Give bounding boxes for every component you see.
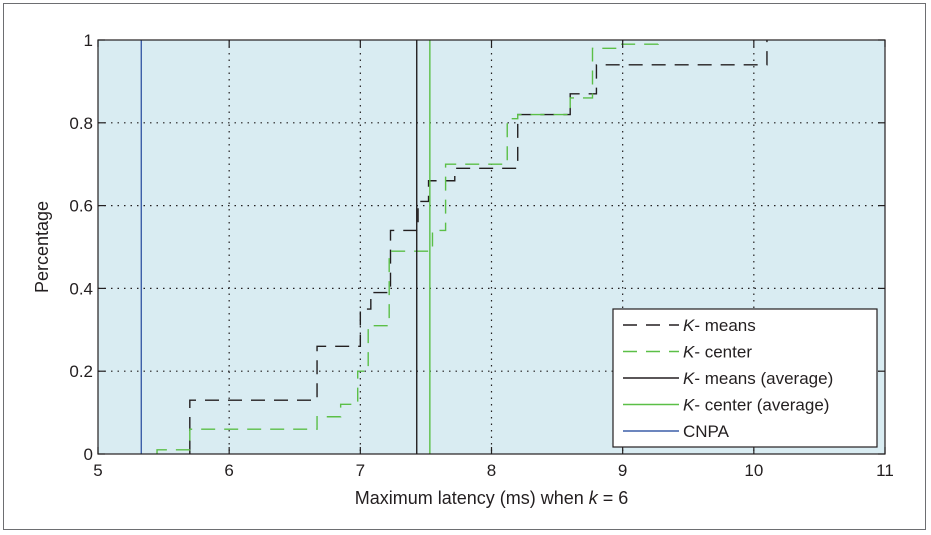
x-tick-label: 10 <box>744 461 763 480</box>
y-tick-label: 0.6 <box>69 197 93 216</box>
legend-label: K- center (average) <box>683 396 829 415</box>
x-tick-label: 8 <box>487 461 496 480</box>
legend-label-italic: K <box>683 369 695 388</box>
legend-label-italic: K <box>683 396 695 415</box>
legend-entry: K- center <box>623 343 752 362</box>
x-tick-label: 7 <box>356 461 365 480</box>
cdf-series-0 <box>189 40 768 454</box>
y-tick-label: 0.4 <box>69 279 93 298</box>
x-axis-label-suffix: = 6 <box>598 488 629 508</box>
legend-label-rest: - center (average) <box>694 396 829 415</box>
x-tick-label: 5 <box>93 461 102 480</box>
y-tick-label: 0.2 <box>69 362 93 381</box>
legend-label: K- center <box>683 343 752 362</box>
legend-label-rest: CNPA <box>683 422 730 441</box>
legend-label-italic: K <box>683 316 695 335</box>
legend-label-rest: - means <box>694 316 755 335</box>
x-axis-label: Maximum latency (ms) when k = 6 <box>355 488 629 508</box>
cdf-series-1 <box>156 40 659 454</box>
x-tick-label: 11 <box>876 461 894 480</box>
series-layer <box>140 40 768 454</box>
x-tick-label: 9 <box>618 461 627 480</box>
x-axis-label-var: k <box>589 488 599 508</box>
y-axis-label: Percentage <box>32 201 52 293</box>
x-axis-label-prefix: Maximum latency (ms) when <box>355 488 589 508</box>
legend-entry: CNPA <box>623 422 730 441</box>
y-tick-labels: 0 0.2 0.4 0.6 0.8 1 <box>69 31 93 464</box>
legend-entry: K- center (average) <box>623 396 829 415</box>
legend-label-rest: - means (average) <box>694 369 833 388</box>
legend-entry: K- means <box>623 316 756 335</box>
legend-entry: K- means (average) <box>623 369 833 388</box>
legend-label: CNPA <box>683 422 730 441</box>
legend-label: K- means <box>683 316 756 335</box>
ticks <box>97 39 886 455</box>
y-tick-label: 0 <box>84 445 93 464</box>
legend-label-italic: K <box>683 343 695 362</box>
y-tick-label: 1 <box>84 31 93 50</box>
x-tick-label: 6 <box>224 461 233 480</box>
y-tick-label: 0.8 <box>69 114 93 133</box>
legend-label-rest: - center <box>694 343 752 362</box>
legend-label: K- means (average) <box>683 369 833 388</box>
x-tick-labels: 5 6 7 8 9 10 11 <box>93 461 894 480</box>
